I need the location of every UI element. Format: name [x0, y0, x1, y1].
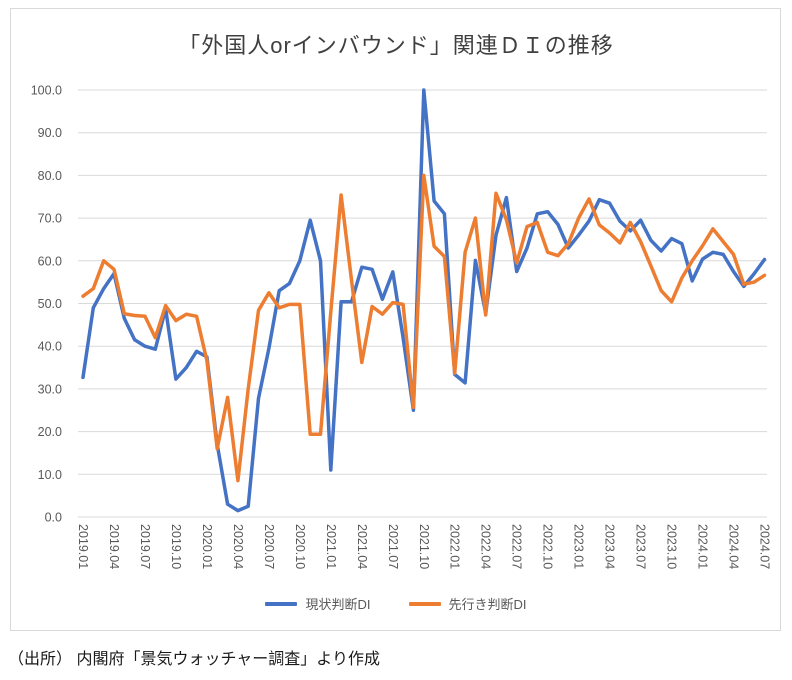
y-tick-label: 40.0	[38, 340, 62, 354]
source-note: （出所） 内閣府「景気ウォッチャー調査」より作成	[8, 651, 380, 668]
x-tick-label: 2023.01	[572, 524, 586, 569]
legend-swatch-outlook	[408, 601, 441, 606]
y-tick-label: 50.0	[38, 297, 62, 311]
x-tick-label: 2022.04	[479, 524, 493, 569]
x-tick-label: 2019.10	[169, 524, 183, 569]
chart-legend: 現状判断DI 先行き判断DI	[0, 594, 792, 613]
di-line-chart: 0.0 10.0 20.0 30.0 40.0 50.0 60.0 70.0 80.0 90.0 1…	[31, 84, 772, 570]
y-tick-label: 0.0	[45, 511, 62, 525]
x-tick-label: 2021.10	[417, 524, 431, 569]
series-line-current	[81, 88, 767, 513]
x-tick-label: 2023.07	[634, 524, 648, 569]
x-tick-label: 2020.07	[262, 524, 276, 569]
x-tick-label: 2024.01	[696, 524, 710, 569]
x-tick-label: 2021.07	[386, 524, 400, 569]
y-tick-label: 90.0	[38, 126, 62, 140]
legend-label-current: 現状判断DI	[305, 597, 371, 612]
x-tick-label: 2021.04	[355, 524, 369, 569]
y-tick-label: 30.0	[38, 382, 62, 396]
x-tick-label: 2020.01	[200, 524, 214, 569]
x-tick-label: 2021.01	[324, 524, 338, 569]
legend-swatch-current	[265, 601, 298, 606]
x-tick-label: 2022.10	[541, 524, 555, 569]
x-tick-label: 2024.04	[727, 524, 741, 569]
y-tick-label: 80.0	[38, 169, 62, 183]
legend-item-outlook: 先行き判断DI	[408, 594, 527, 613]
y-tick-label: 60.0	[38, 254, 62, 268]
x-tick-label: 2024.07	[758, 524, 772, 569]
y-tick-label: 20.0	[38, 425, 62, 439]
x-tick-label: 2020.10	[293, 524, 307, 569]
x-tick-label: 2023.04	[603, 524, 617, 569]
y-tick-label: 10.0	[38, 468, 62, 482]
x-tick-label: 2023.10	[665, 524, 679, 569]
x-tick-label: 2019.01	[76, 524, 90, 569]
legend-label-outlook: 先行き判断DI	[448, 597, 527, 612]
x-tick-label: 2020.04	[231, 524, 245, 569]
y-tick-label: 70.0	[38, 212, 62, 226]
chart-title: 「外国人orインバウンド」関連ＤＩの推移	[178, 33, 614, 58]
x-tick-label: 2019.04	[107, 524, 121, 569]
x-tick-label: 2019.07	[138, 524, 152, 569]
legend-item-current: 現状判断DI	[265, 594, 371, 613]
series-line-outlook	[81, 173, 767, 483]
x-tick-label: 2022.01	[448, 524, 462, 569]
x-tick-label: 2022.07	[510, 524, 524, 569]
y-tick-label: 100.0	[31, 84, 62, 98]
chart-frame	[10, 8, 781, 631]
